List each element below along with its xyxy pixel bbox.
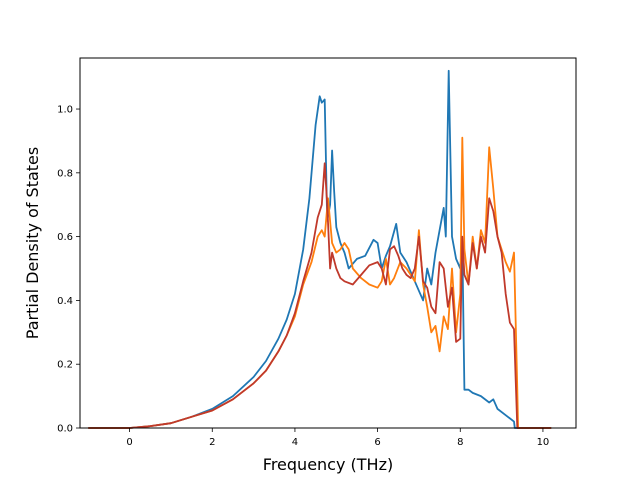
y-tick-label: 0.6 [57,232,73,243]
y-axis-label: Partial Density of States [23,147,42,339]
y-tick-label: 0.0 [57,424,73,435]
x-tick-label: 8 [457,437,463,448]
y-tick-label: 0.4 [57,296,73,307]
x-axis-label: Frequency (THz) [263,455,393,474]
series-line-3 [88,162,552,429]
y-tick-label: 0.8 [57,168,73,179]
y-tick-label: 0.2 [57,360,73,371]
y-tick-label: 1.0 [57,105,73,116]
axes-frame [79,57,577,429]
y-axis: 0.0 0.2 0.4 0.6 0.8 1.0 [57,105,80,435]
series-lines [88,69,552,429]
x-tick-label: 6 [374,437,380,448]
x-tick-label: 0 [126,437,132,448]
x-tick-label: 4 [292,437,298,448]
series-line-1 [88,69,552,429]
x-tick-label: 2 [209,437,215,448]
x-axis: 0 2 4 6 8 10 [126,428,549,448]
x-tick-label: 10 [537,437,550,448]
